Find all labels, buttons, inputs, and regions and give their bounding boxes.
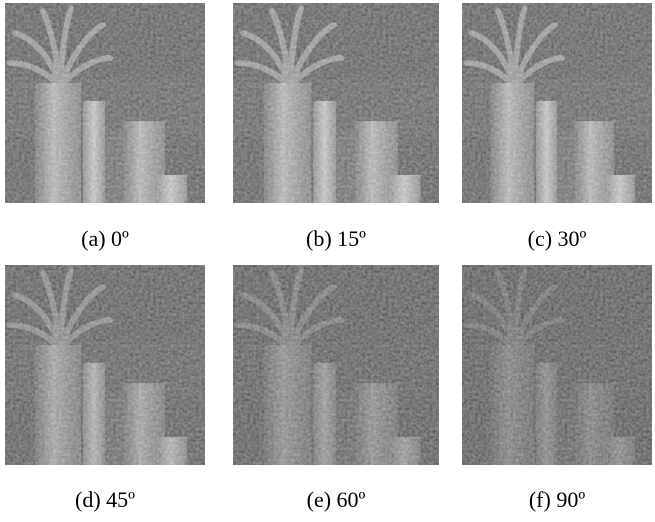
caption: (a) 0º (81, 226, 129, 251)
caption: (f) 90º (529, 487, 585, 512)
image-e (233, 265, 439, 465)
figure: (a) 0º (b) 15º (c) 30º (d) 45º (e) 60º (… (0, 0, 655, 522)
image-a (5, 3, 205, 203)
caption: (e) 60º (307, 487, 366, 512)
image-b (233, 3, 439, 203)
caption: (d) 45º (75, 487, 135, 512)
image-f (462, 265, 652, 465)
caption: (b) 15º (306, 226, 366, 251)
caption: (c) 30º (528, 226, 587, 251)
image-d (5, 265, 205, 465)
image-c (462, 3, 652, 203)
